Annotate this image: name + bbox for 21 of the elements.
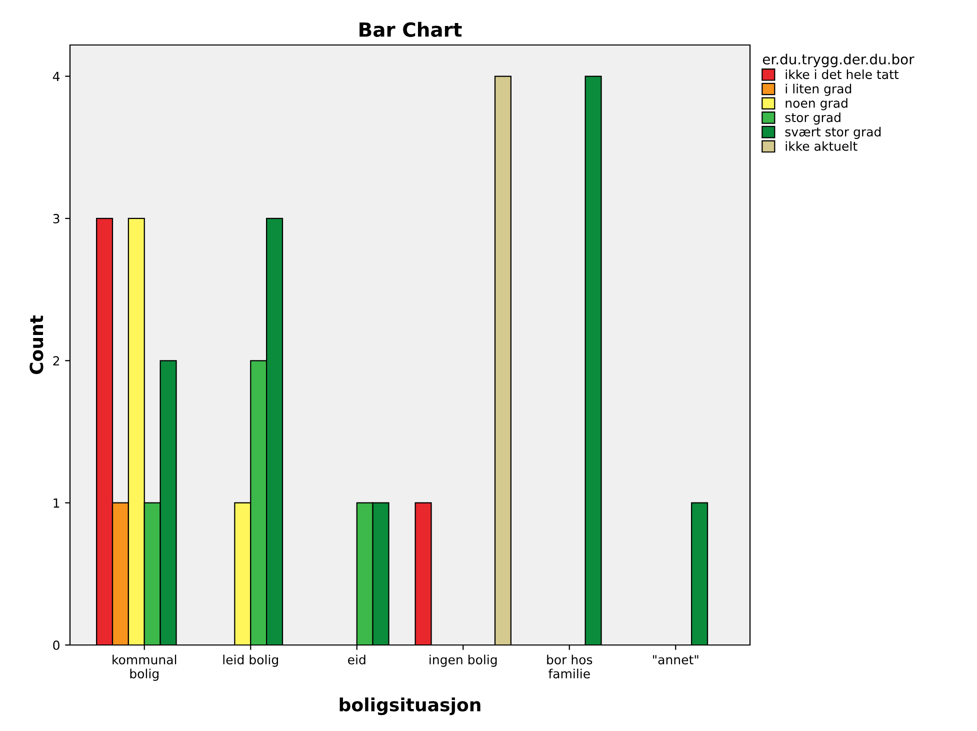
- y-axis-title: Count: [30, 315, 44, 374]
- x-tick-label: "annet": [653, 655, 698, 664]
- legend-label: i liten grad: [786, 84, 852, 96]
- x-tick-label: kommunal bolig: [112, 654, 176, 681]
- x-tick-label: eid: [348, 654, 366, 664]
- x-axis-title: boligsituasjon: [340, 697, 480, 716]
- legend-label: ikke aktuelt: [786, 141, 858, 151]
- y-tick-label: 4: [52, 72, 60, 82]
- legend-label: noen grad: [786, 98, 848, 110]
- y-tick-label: 0: [53, 640, 60, 650]
- x-tick-label: ingen bolig: [430, 654, 497, 667]
- y-tick-label: 2: [53, 356, 60, 366]
- legend-label: svært stor grad: [785, 126, 881, 139]
- legend-label: ikke i det hele tatt: [786, 69, 899, 80]
- legend-label: stor grad: [785, 112, 840, 125]
- chart-title: Bar Chart: [360, 22, 462, 37]
- y-tick-label: 1: [54, 498, 60, 508]
- legend-title: er.du.trygg.der.du.bor: [762, 54, 914, 68]
- y-tick-label: 3: [53, 214, 60, 224]
- x-tick-label: leid bolig: [223, 654, 278, 667]
- x-tick-label: bor hos familie: [547, 654, 592, 678]
